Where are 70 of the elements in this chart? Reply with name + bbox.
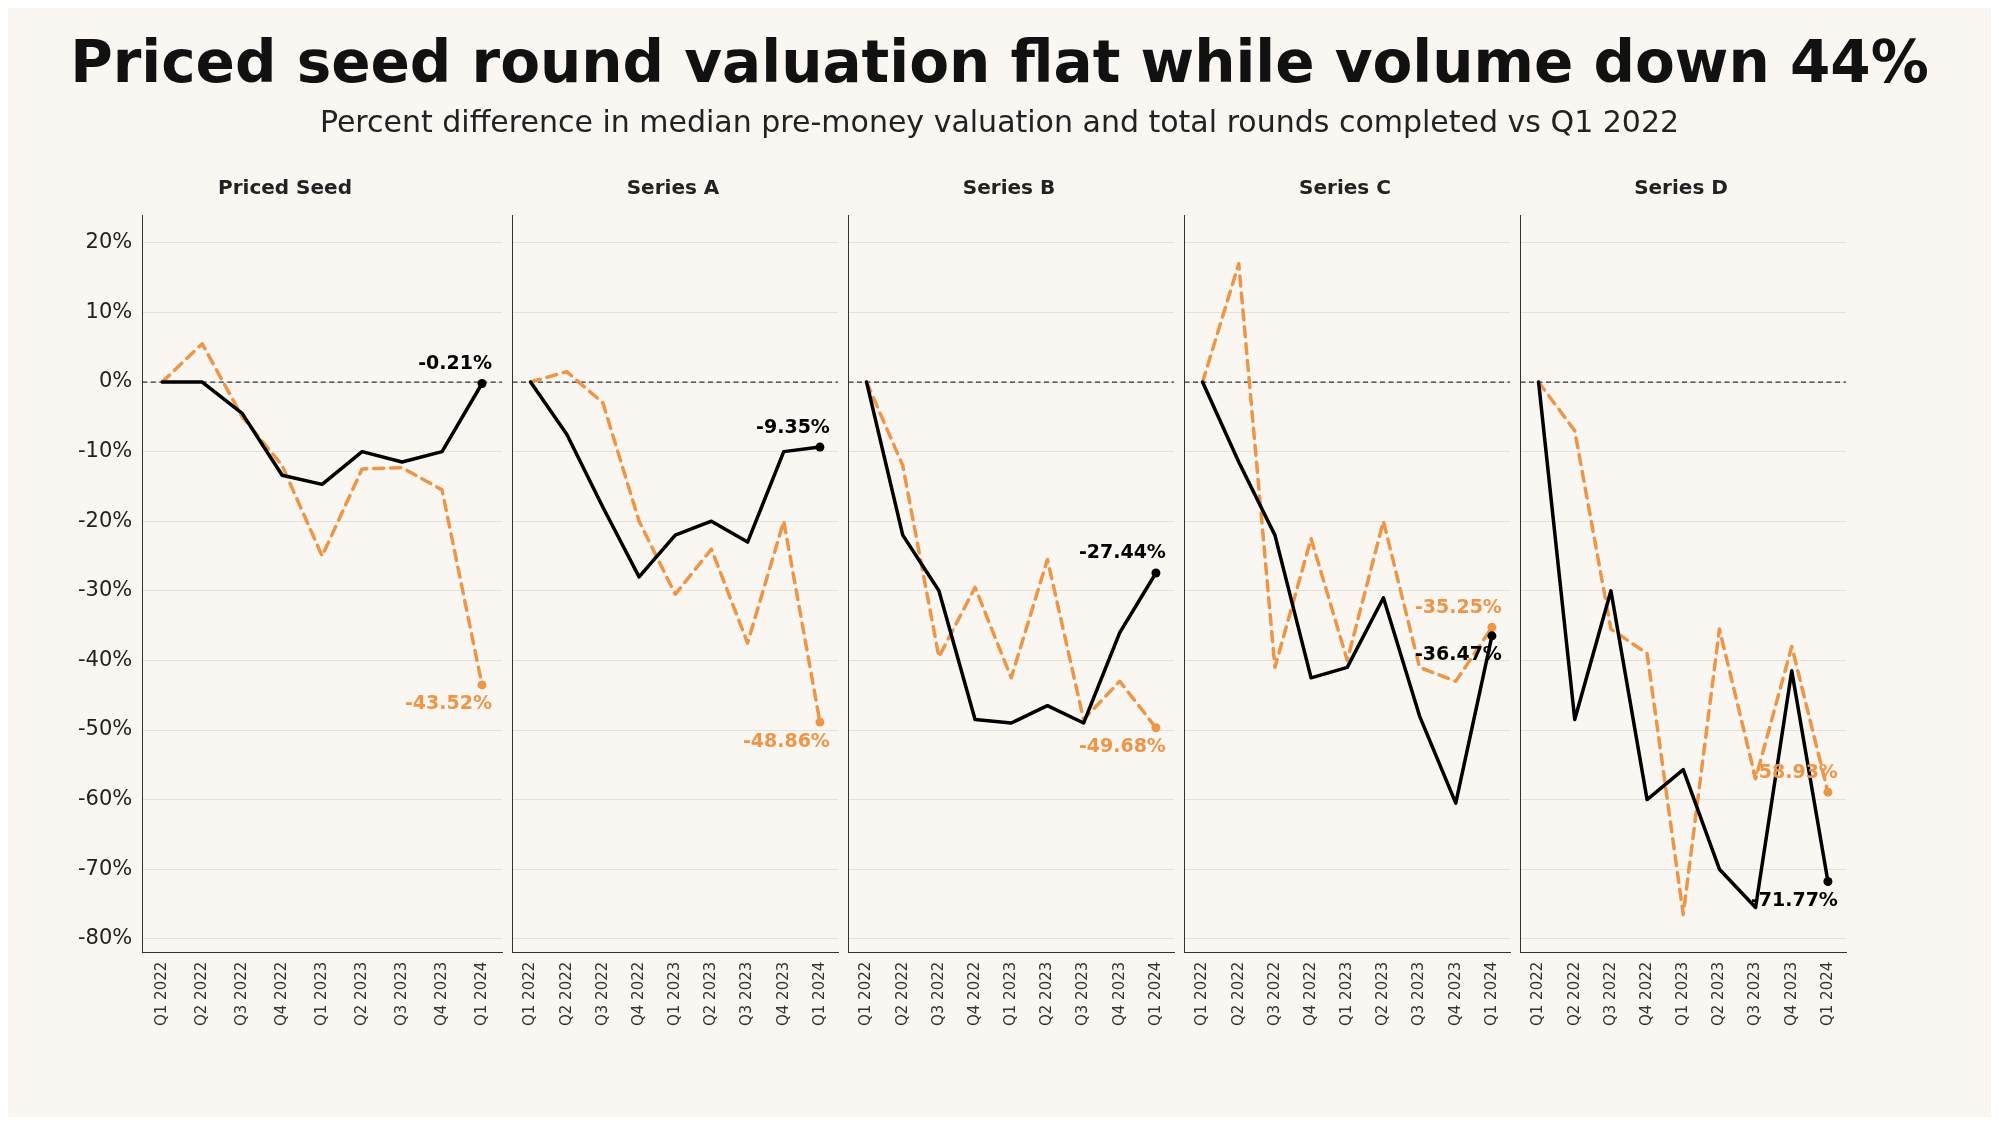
x-tick-label: Q1 2023 — [1673, 961, 1692, 1026]
y-tick-label: 10% — [85, 298, 133, 323]
x-tick-label: Q4 2022 — [628, 961, 647, 1026]
x-tick-label: Q3 2023 — [737, 961, 756, 1026]
x-tick-label: Q2 2022 — [892, 961, 911, 1026]
data-label: -43.52% — [404, 691, 493, 714]
data-label: -49.68% — [1078, 734, 1166, 757]
x-tick-label: Q2 2023 — [351, 961, 370, 1026]
y-tick-label: -40% — [77, 646, 133, 671]
x-tick-label: Q2 2022 — [556, 961, 575, 1026]
text: Priced seed round valuation flat while volume down 44% — [69, 27, 1930, 96]
x-tick-label: Q3 2023 — [1073, 961, 1092, 1026]
y-tick-label: -70% — [77, 855, 133, 880]
x-tick-label: Q1 2024 — [809, 961, 828, 1026]
chart-title: Priced Seed — [218, 175, 352, 200]
x-tick-label: Q1 2022 — [1192, 961, 1211, 1026]
x-tick-label: Q2 2023 — [1709, 961, 1728, 1026]
x-tick-label: Q4 2022 — [1636, 961, 1655, 1026]
x-tick-label: Q1 2024 — [1481, 961, 1500, 1026]
x-tick-label: Q3 2023 — [1409, 961, 1428, 1026]
x-tick-label: Q4 2023 — [1445, 961, 1464, 1026]
x-tick-label: Q2 2022 — [1228, 961, 1247, 1026]
x-tick-label: Q1 2022 — [520, 961, 539, 1026]
chart-title: Series C — [1299, 175, 1391, 200]
x-tick-label: Q3 2023 — [1745, 961, 1764, 1026]
x-tick-label: Q4 2022 — [272, 961, 291, 1026]
x-tick-label: Q2 2022 — [1564, 961, 1583, 1026]
x-tick-label: Q3 2022 — [592, 961, 611, 1026]
x-tick-label: Q2 2023 — [1373, 961, 1392, 1026]
x-tick-label: Q1 2024 — [1817, 961, 1836, 1026]
x-tick-label: Q1 2022 — [152, 961, 171, 1026]
x-tick-label: Q4 2023 — [773, 961, 792, 1026]
x-tick-label: Q3 2023 — [391, 961, 410, 1026]
data-label: -35.25% — [1414, 594, 1502, 617]
y-tick-label: 0% — [98, 368, 133, 393]
y-tick-label: 20% — [85, 229, 133, 254]
x-tick-label: Q4 2023 — [1109, 961, 1128, 1026]
x-tick-label: Q1 2022 — [856, 961, 875, 1026]
x-tick-label: Q4 2023 — [1781, 961, 1800, 1026]
x-tick-label: Q3 2022 — [232, 961, 251, 1026]
y-tick-label: -60% — [77, 786, 133, 811]
x-tick-label: Q1 2023 — [1001, 961, 1020, 1026]
data-label: -0.21% — [418, 350, 493, 373]
data-label: -48.86% — [742, 728, 830, 751]
chart-title: Series B — [962, 175, 1056, 200]
x-tick-label: Q4 2022 — [1300, 961, 1319, 1026]
x-tick-label: Q2 2023 — [1037, 961, 1056, 1026]
x-tick-label: Q1 2022 — [1528, 961, 1547, 1026]
y-tick-label: -80% — [77, 925, 133, 950]
x-tick-label: Q1 2023 — [312, 961, 331, 1026]
x-tick-label: Q2 2023 — [701, 961, 720, 1026]
x-tick-label: Q3 2022 — [1264, 961, 1283, 1026]
x-tick-label: Q2 2022 — [192, 961, 211, 1026]
y-tick-label: -20% — [77, 507, 133, 532]
chart-title: Series D — [1634, 175, 1728, 200]
chart-title: Series A — [626, 175, 720, 200]
x-tick-label: Q4 2023 — [431, 961, 450, 1026]
y-tick-label: -50% — [77, 716, 133, 741]
data-label: -9.35% — [756, 414, 830, 437]
x-tick-label: Q1 2024 — [1145, 961, 1164, 1026]
x-tick-label: Q1 2023 — [665, 961, 684, 1026]
x-tick-label: Q3 2022 — [1600, 961, 1619, 1026]
x-tick-label: Q4 2022 — [964, 961, 983, 1026]
x-tick-label: Q1 2023 — [1337, 961, 1356, 1026]
text: Percent difference in median pre-money valuation and total rounds completed vs Q1 2022 — [318, 104, 1681, 139]
x-tick-label: Q1 2024 — [471, 961, 490, 1026]
data-label: -27.44% — [1078, 540, 1166, 563]
x-tick-label: Q3 2022 — [928, 961, 947, 1026]
y-tick-label: -30% — [77, 577, 133, 602]
y-tick-label: -10% — [77, 438, 133, 463]
